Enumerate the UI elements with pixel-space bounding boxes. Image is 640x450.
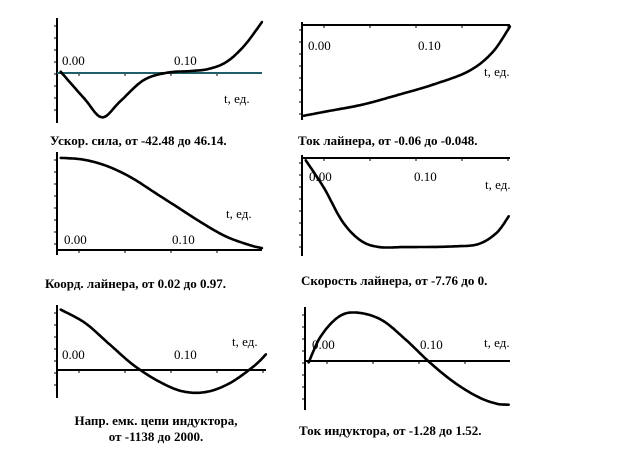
- chart-4-data-point: [507, 215, 510, 218]
- chart-3-series-line: [60, 156, 263, 250]
- chart-5-caption-line-1: Напр. емк. цепи индуктора,: [74, 413, 238, 428]
- chart-6-data-point: [380, 318, 383, 322]
- chart-6-tick-label-1: 0.10: [420, 337, 443, 352]
- chart-4-data-point: [323, 187, 326, 190]
- chart-4-tick-label-1: 0.10: [414, 169, 437, 184]
- chart-5-tick-label-0: 0.00: [62, 347, 85, 362]
- chart-5-data-point: [83, 321, 87, 324]
- chart-4-data-point: [378, 245, 381, 249]
- chart-3-data-point: [225, 235, 228, 238]
- chart-3-data-point: [260, 246, 264, 250]
- chart-1-data-point: [100, 116, 104, 119]
- chart-5-x-axis-label: t, ед.: [232, 334, 258, 349]
- chart-6-series-line: [307, 311, 510, 406]
- chart-1-data-point: [260, 20, 264, 24]
- chart-4-x-axis-label: t, ед.: [485, 177, 511, 192]
- chart-3-data-point: [59, 156, 62, 160]
- chart-2-series-line: [303, 25, 512, 118]
- chart-5-data-point: [252, 364, 256, 368]
- chart-2-x-axis-label: t, ед.: [484, 64, 510, 79]
- chart-5-data-point: [107, 342, 111, 345]
- chart-2-data-point: [325, 110, 329, 113]
- chart-1-data-point: [243, 44, 246, 47]
- chart-4-data-point: [304, 159, 307, 162]
- chart-4-data-point: [403, 245, 406, 249]
- chart-2-caption: Ток лайнера, от -0.06 до -0.048.: [298, 133, 478, 148]
- chart-5-data-point: [59, 308, 62, 311]
- chart-3-x-axis-label: t, ед.: [226, 206, 252, 221]
- chart-6-caption: Ток индуктора, от -1.28 до 1.52.: [299, 423, 482, 438]
- chart-5-caption: Напр. емк. цепи индуктора, от -1138 до 2…: [40, 413, 272, 445]
- chart-3-data-point: [83, 158, 86, 161]
- chart-5-data-point: [228, 382, 231, 385]
- chart-4-series-line: [304, 159, 510, 249]
- chart-3-tick-label-0: 0.00: [64, 232, 87, 247]
- chart-2-data-point: [508, 25, 512, 28]
- chart-4-data-point: [476, 243, 480, 246]
- chart-2-data-point: [467, 69, 470, 73]
- chart-1-data-point: [166, 71, 169, 74]
- chart-1-data-point: [118, 100, 122, 103]
- chart-4-data-point: [359, 239, 363, 242]
- chart-6-data-point: [507, 403, 510, 406]
- chart-5-data-point: [180, 389, 183, 393]
- chart-4-data-point: [427, 245, 430, 249]
- chart-5-series-line: [60, 308, 267, 395]
- chart-6-data-point: [307, 361, 310, 364]
- chart-1-data-point: [189, 69, 193, 73]
- chart-2-data-point: [396, 93, 400, 97]
- chart-3-caption: Коорд. лайнера, от 0.02 до 0.97.: [45, 276, 226, 291]
- chart-3-data-point: [154, 191, 157, 195]
- chart-3-data-point: [177, 207, 181, 210]
- chart-6-data-point: [477, 395, 480, 399]
- chart-3-data-point: [106, 165, 110, 168]
- chart-3-tick-label-1: 0.10: [172, 232, 195, 247]
- chart-3-data-point: [249, 244, 252, 247]
- chart-2-data-point: [361, 103, 364, 106]
- chart-1-data-point: [83, 97, 86, 100]
- chart-3-data-point: [130, 176, 133, 179]
- chart-6-data-point: [319, 335, 322, 338]
- chart-1-data-point: [142, 79, 145, 82]
- chart-1-caption: Ускор. сила, от -42.48 до 46.14.: [50, 133, 227, 148]
- chart-2-tick-label-0: 0.00: [308, 38, 331, 53]
- chart-1-data-point: [59, 70, 62, 73]
- chart-6-x-axis-label: t, ед.: [484, 335, 510, 350]
- chart-5-data-point: [264, 353, 268, 356]
- chart-6-data-point: [428, 361, 432, 364]
- chart-6-data-point: [356, 311, 359, 314]
- chart-4-caption: Скорость лайнера, от -7.76 до 0.: [301, 273, 488, 288]
- chart-1-data-point: [207, 67, 210, 71]
- chart-5-caption-line-2: от -1138 до 2000.: [108, 429, 204, 444]
- chart-3-data-point: [201, 222, 204, 225]
- chart-2-tick-label-1: 0.10: [418, 38, 441, 53]
- chart-5-data-point: [204, 390, 207, 394]
- chart-2-data-point: [491, 51, 494, 54]
- chart-6-data-point: [453, 381, 456, 384]
- chart-1-tick-label-0: 0.00: [62, 53, 85, 68]
- chart-6-data-point: [337, 315, 341, 318]
- chart-4-data-point: [341, 220, 344, 223]
- chart-2-data-point: [432, 83, 435, 86]
- chart-5-data-point: [131, 363, 135, 366]
- chart-4-data-point: [452, 245, 455, 248]
- chart-1-tick-label-1: 0.10: [174, 53, 197, 68]
- chart-1-x-axis-label: t, ед.: [224, 91, 250, 106]
- chart-5-tick-label-1: 0.10: [174, 347, 197, 362]
- chart-6-data-point: [404, 338, 407, 341]
- chart-5-data-point: [156, 379, 159, 382]
- chart-2-data-point: [302, 114, 305, 118]
- chart-1-data-point: [225, 60, 228, 64]
- chart-6-data-point: [495, 402, 498, 405]
- chart-4-data-point: [495, 231, 498, 235]
